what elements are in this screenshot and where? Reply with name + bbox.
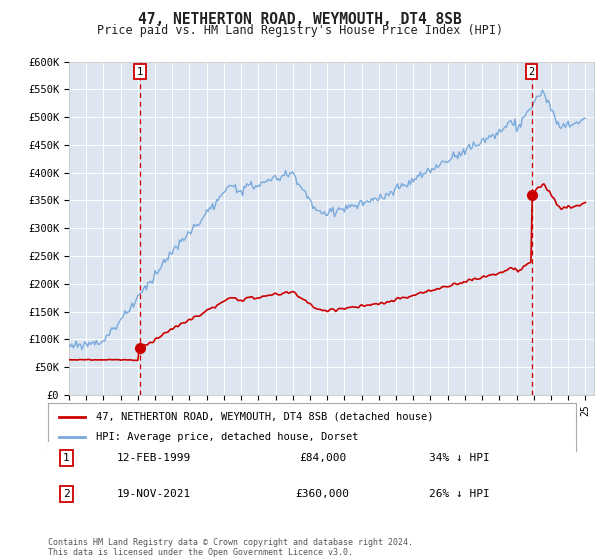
Text: Price paid vs. HM Land Registry's House Price Index (HPI): Price paid vs. HM Land Registry's House …	[97, 24, 503, 36]
Text: 47, NETHERTON ROAD, WEYMOUTH, DT4 8SB: 47, NETHERTON ROAD, WEYMOUTH, DT4 8SB	[138, 12, 462, 27]
Text: Contains HM Land Registry data © Crown copyright and database right 2024.
This d: Contains HM Land Registry data © Crown c…	[48, 538, 413, 557]
Text: HPI: Average price, detached house, Dorset: HPI: Average price, detached house, Dors…	[95, 432, 358, 442]
Text: 1: 1	[137, 67, 143, 77]
Text: 2: 2	[63, 489, 70, 499]
Text: 12-FEB-1999: 12-FEB-1999	[116, 453, 191, 463]
Text: £360,000: £360,000	[296, 489, 350, 499]
Text: 2: 2	[529, 67, 535, 77]
Text: 19-NOV-2021: 19-NOV-2021	[116, 489, 191, 499]
Text: 1: 1	[63, 453, 70, 463]
Text: 26% ↓ HPI: 26% ↓ HPI	[430, 489, 490, 499]
Text: 47, NETHERTON ROAD, WEYMOUTH, DT4 8SB (detached house): 47, NETHERTON ROAD, WEYMOUTH, DT4 8SB (d…	[95, 412, 433, 422]
Text: £84,000: £84,000	[299, 453, 346, 463]
Text: 34% ↓ HPI: 34% ↓ HPI	[430, 453, 490, 463]
